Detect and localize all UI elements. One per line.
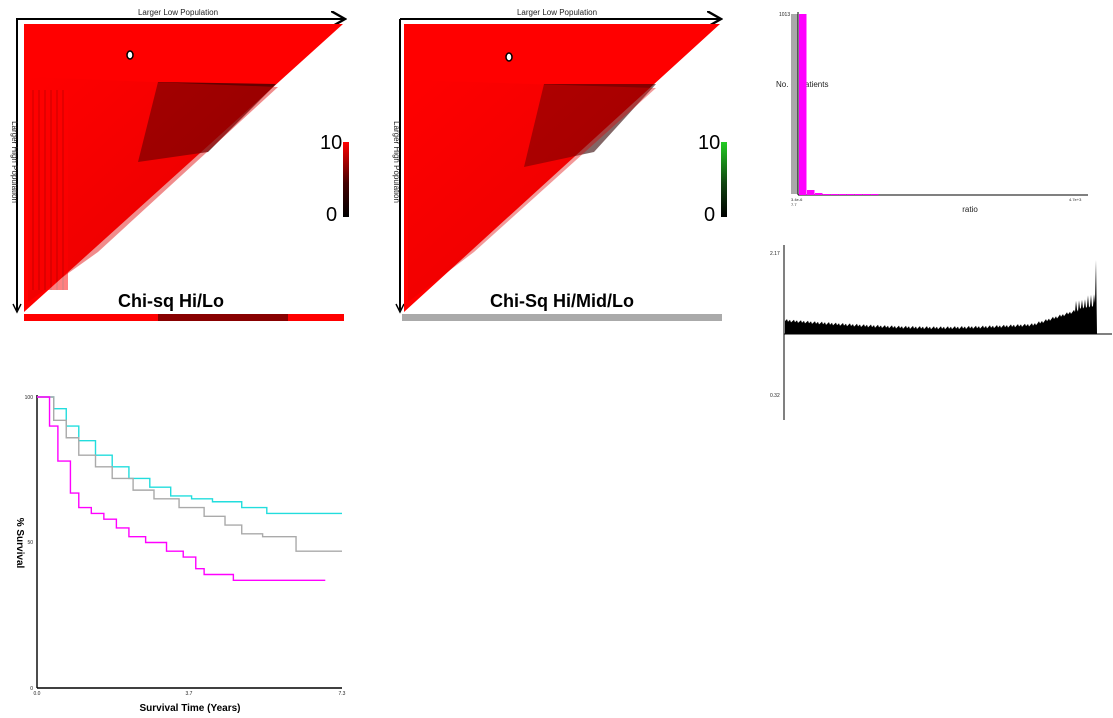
heatmap-marker <box>505 52 513 62</box>
histogram-bar <box>815 193 823 195</box>
survival-chart: 100 50 0 0.0 3.7 7.3 % Survival Survival… <box>14 395 346 714</box>
y-tick-0: 0 <box>30 686 33 692</box>
ratio-profile: 2.17 0.32 <box>770 245 1112 420</box>
histogram-bar <box>799 14 807 195</box>
heatmap-marker <box>126 50 134 60</box>
histogram-bar <box>847 194 855 195</box>
side-axis-label: Larger High Population <box>10 121 19 203</box>
color-scale <box>343 142 349 217</box>
histogram-bar <box>863 194 871 195</box>
scale-min-label: 0 <box>704 204 715 226</box>
top-axis-label: Larger Low Population <box>138 8 218 17</box>
histogram-x-label: ratio <box>962 205 978 214</box>
heatmap-caption: Chi-sq Hi/Lo <box>118 291 224 311</box>
bottom-bar-dark <box>158 314 288 321</box>
profile-top-label: 2.17 <box>770 251 780 257</box>
survival-y-label: % Survival <box>14 518 25 569</box>
heatmap-right: Larger Low Population Larger High Popula… <box>392 8 727 321</box>
histogram-bar <box>855 194 863 195</box>
side-axis-arrowhead <box>395 303 405 314</box>
heatmap-shade-region <box>408 80 656 302</box>
histogram-y-top-tick: 1013 <box>779 12 790 18</box>
survival-lines <box>37 396 342 582</box>
heatmap-left: Larger Low Population Larger High Popula… <box>10 8 349 321</box>
profile-area <box>785 260 1097 334</box>
survival-series-2 <box>37 396 326 582</box>
heatmap-shade-region <box>28 77 278 302</box>
histogram-bar <box>807 189 815 195</box>
y-tick-50: 50 <box>27 540 33 546</box>
histogram-gray-bar <box>791 14 798 194</box>
histogram-bar <box>831 194 839 195</box>
x-tick-max: 7.3 <box>339 691 346 697</box>
histogram-bar <box>871 194 879 195</box>
heatmap-stripe-band <box>28 90 68 290</box>
color-scale <box>721 142 727 217</box>
ratio-histogram: 1013 No. of Patients 3.4e-6 7.7 4.7e+3 r… <box>776 12 1088 214</box>
heatmap-caption: Chi-Sq Hi/Mid/Lo <box>490 291 634 311</box>
histogram-x-right-tick: 4.7e+3 <box>1069 197 1082 202</box>
x-tick-mid: 3.7 <box>186 691 193 697</box>
profile-bottom-label: 0.32 <box>770 393 780 399</box>
x-tick-0: 0.0 <box>34 691 41 697</box>
survival-series-0 <box>37 396 342 515</box>
scale-min-label: 0 <box>326 204 337 226</box>
survival-series-1 <box>37 396 342 552</box>
histogram-bar <box>839 194 847 195</box>
scale-max-label: 10 <box>320 132 342 154</box>
bottom-bar <box>402 314 722 321</box>
y-tick-100: 100 <box>25 395 34 401</box>
histogram-bars <box>799 14 879 195</box>
top-axis-label: Larger Low Population <box>517 8 597 17</box>
side-axis-label: Larger High Population <box>392 121 401 203</box>
survival-x-label: Survival Time (Years) <box>140 703 241 714</box>
histogram-bar <box>823 194 831 195</box>
histogram-x-left-sub: 7.7 <box>791 202 797 207</box>
histogram-x-left-tick: 3.4e-6 <box>791 197 803 202</box>
scale-max-label: 10 <box>698 132 720 154</box>
side-axis-arrowhead <box>12 303 22 314</box>
